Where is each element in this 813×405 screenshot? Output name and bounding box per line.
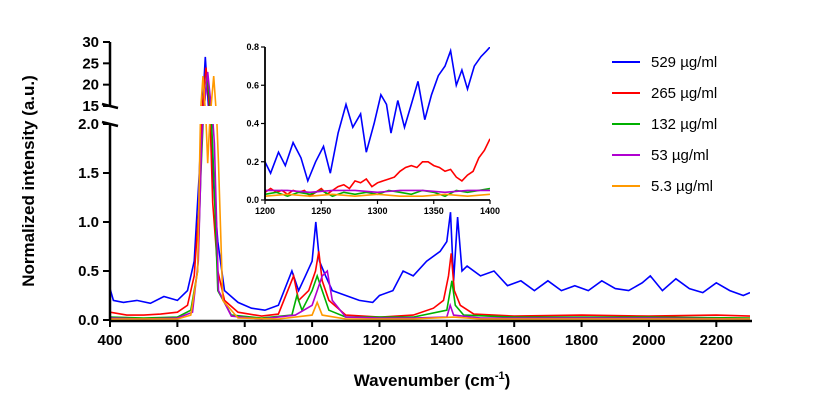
series-line-265-g-ml — [110, 124, 750, 318]
legend-item-132-g-ml: 132 µg/ml — [612, 116, 717, 133]
inset-x-tick-label: 1250 — [311, 206, 331, 216]
inset-y-tick-label: 0.0 — [246, 195, 259, 205]
inset-x-tick-label: 1400 — [480, 206, 500, 216]
legend-item-53-g-ml: 53 µg/ml — [612, 147, 709, 164]
y-axis-title: Normalized intensity (a.u.) — [19, 75, 38, 287]
legend-item-5-3-g-ml: 5.3 µg/ml — [612, 178, 713, 195]
inset-background — [265, 47, 490, 200]
inset-y-tick-label: 0.2 — [246, 157, 259, 167]
axis-break-mask — [102, 106, 116, 124]
x-tick-label: 1400 — [430, 332, 463, 349]
legend-label: 265 µg/ml — [651, 85, 717, 102]
x-tick-label: 800 — [232, 332, 257, 349]
series-line-upper-529-g-ml — [201, 56, 210, 106]
inset-x-tick-label: 1300 — [367, 206, 387, 216]
x-tick-label: 1200 — [363, 332, 396, 349]
main-series-group — [110, 56, 750, 320]
x-tick-label: 1600 — [498, 332, 531, 349]
x-tick-label: 1800 — [565, 332, 598, 349]
legend-label: 53 µg/ml — [651, 147, 709, 164]
series-line-53-g-ml — [110, 124, 750, 320]
legend-label: 132 µg/ml — [651, 116, 717, 133]
x-axis-title: Wavenumber (cm-1) — [354, 370, 511, 390]
inset-line-53-g-ml — [265, 189, 490, 194]
inset-y-tick-label: 0.4 — [246, 119, 259, 129]
y-upper-tick-label: 15 — [82, 98, 99, 115]
inset-tick-group: 1200 1250 1300 1350 1400 0.0 0.2 0.4 0.6 0.8 — [246, 42, 500, 216]
inset-plot: 1200 1250 1300 1350 1400 0.0 0.2 0.4 0.6 0.8 — [246, 42, 500, 216]
tick-group: 400 600 800 1000 1200 1400 1600 1800 2000 2200 0.0… — [78, 34, 733, 349]
x-tick-label: 1000 — [295, 332, 328, 349]
y-tick-label: 0.0 — [78, 312, 99, 329]
inset-y-tick-label: 0.8 — [246, 42, 259, 52]
legend-label: 529 µg/ml — [651, 54, 717, 71]
inset-line-529-g-ml — [265, 47, 490, 184]
legend-label: 5.3 µg/ml — [651, 178, 713, 195]
y-tick-label: 1.0 — [78, 214, 99, 231]
y-upper-tick-label: 30 — [82, 34, 99, 51]
y-tick-label: 1.5 — [78, 165, 99, 182]
inset-line-5-3-g-ml — [265, 193, 490, 198]
legend-item-265-g-ml: 265 µg/ml — [612, 85, 717, 102]
legend-item-529-g-ml: 529 µg/ml — [612, 54, 717, 71]
y-tick-label: 0.5 — [78, 263, 99, 280]
y-upper-tick-label: 20 — [82, 77, 99, 94]
y-upper-tick-label: 25 — [82, 55, 99, 72]
inset-lines — [265, 47, 490, 198]
legend: 529 µg/ml 265 µg/ml 132 µg/ml 53 µg/ml 5.3 µ… — [612, 54, 717, 195]
series-line-529-g-ml — [110, 124, 750, 312]
inset-y-tick-label: 0.6 — [246, 80, 259, 90]
inset-series-group — [265, 47, 490, 198]
inset-x-tick-label: 1200 — [255, 206, 275, 216]
x-tick-label: 600 — [165, 332, 190, 349]
inset-x-tick-label: 1350 — [424, 206, 444, 216]
upper-panel-lines — [200, 56, 217, 106]
x-tick-label: 2200 — [700, 332, 733, 349]
x-tick-label: 2000 — [632, 332, 665, 349]
x-tick-label: 400 — [97, 332, 122, 349]
series-line-5-3-g-ml — [110, 124, 750, 320]
y-tick-label: 2.0 — [78, 116, 99, 133]
lower-panel-lines — [110, 124, 750, 320]
